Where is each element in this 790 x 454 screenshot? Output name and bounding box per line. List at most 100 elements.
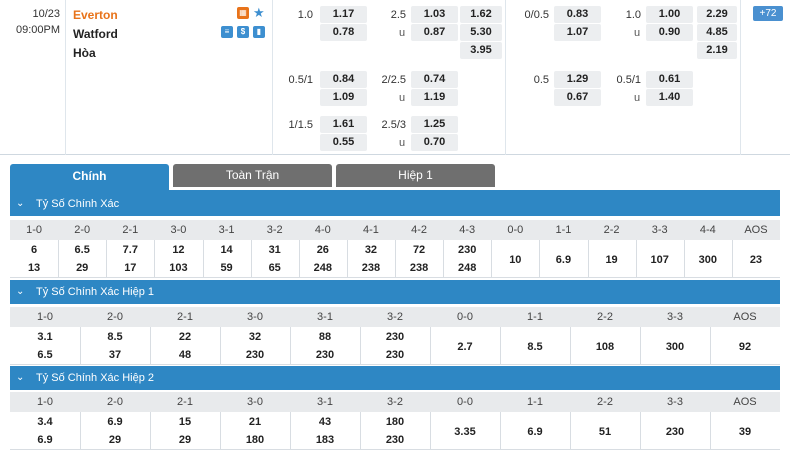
- score-odds-cell[interactable]: 8.5: [500, 328, 570, 366]
- odds-cell[interactable]: 1.03: [411, 6, 458, 23]
- score-odds-cell[interactable]: 39: [710, 413, 780, 451]
- score-odds-cell[interactable]: 3.35: [430, 413, 500, 451]
- score-odds-cell[interactable]: 22 48: [150, 328, 220, 364]
- odds-home[interactable]: 14: [220, 244, 233, 256]
- odds-home[interactable]: 3.35: [454, 426, 476, 438]
- odds-home[interactable]: 72: [412, 244, 426, 256]
- odds-away[interactable]: 238: [409, 262, 429, 274]
- odds-home[interactable]: 8.5: [107, 331, 123, 343]
- score-odds-cell[interactable]: 92: [710, 328, 780, 366]
- odds-cell[interactable]: 2.19: [697, 42, 737, 59]
- odds-away[interactable]: 29: [178, 434, 192, 446]
- odds-away[interactable]: 48: [178, 349, 192, 361]
- odds-away[interactable]: 29: [108, 434, 122, 446]
- odds-home[interactable]: 107: [650, 254, 669, 266]
- score-odds-cell[interactable]: 19: [588, 241, 636, 279]
- score-odds-cell[interactable]: 26 248: [299, 241, 347, 277]
- odds-cell[interactable]: 1.09: [320, 89, 367, 106]
- odds-home[interactable]: 230: [665, 426, 685, 438]
- odds-cell[interactable]: 1.61: [320, 116, 367, 133]
- dollar-icon[interactable]: $: [237, 26, 249, 38]
- odds-cell[interactable]: 5.30: [460, 24, 502, 41]
- odds-home[interactable]: 43: [318, 416, 332, 428]
- score-odds-cell[interactable]: 2.7: [430, 328, 500, 366]
- score-odds-cell[interactable]: 8.5 37: [80, 328, 150, 364]
- odds-away[interactable]: 65: [268, 262, 281, 274]
- score-odds-cell[interactable]: 21 180: [220, 413, 290, 449]
- score-odds-cell[interactable]: 230 248: [443, 241, 491, 277]
- tab-first-half[interactable]: Hiệp 1: [336, 164, 495, 187]
- odds-cell[interactable]: 0.70: [411, 134, 458, 151]
- odds-home[interactable]: 6: [31, 244, 38, 256]
- score-odds-cell[interactable]: 72 238: [395, 241, 443, 277]
- odds-home[interactable]: 108: [595, 341, 615, 353]
- odds-away[interactable]: 230: [385, 349, 405, 361]
- odds-cell[interactable]: 1.00: [646, 6, 693, 23]
- section-header-correct-score-h1[interactable]: ⌄ Tỷ Số Chính Xác Hiệp 1: [10, 280, 780, 304]
- odds-home[interactable]: 92: [738, 341, 752, 353]
- score-odds-cell[interactable]: 15 29: [150, 413, 220, 449]
- score-odds-cell[interactable]: 300: [684, 241, 732, 279]
- odds-home[interactable]: 6.9: [107, 416, 123, 428]
- odds-home[interactable]: 6.5: [74, 244, 90, 256]
- odds-away[interactable]: 59: [220, 262, 233, 274]
- odds-home[interactable]: 6.9: [527, 426, 543, 438]
- score-odds-cell[interactable]: 23: [732, 241, 780, 279]
- section-header-correct-score[interactable]: ⌄ Tỷ Số Chính Xác: [10, 192, 780, 216]
- odds-cell[interactable]: 1.17: [320, 6, 367, 23]
- score-odds-cell[interactable]: 230 230: [360, 328, 430, 364]
- score-odds-cell[interactable]: 230: [640, 413, 710, 451]
- odds-away[interactable]: 238: [361, 262, 381, 274]
- score-odds-cell[interactable]: 12 103: [154, 241, 202, 277]
- odds-cell[interactable]: 1.25: [411, 116, 458, 133]
- score-odds-cell[interactable]: 32 238: [347, 241, 395, 277]
- section-header-correct-score-h2[interactable]: ⌄ Tỷ Số Chính Xác Hiệp 2: [10, 366, 780, 390]
- odds-away[interactable]: 248: [458, 262, 477, 274]
- odds-away[interactable]: 230: [315, 349, 335, 361]
- odds-cell[interactable]: 1.29: [554, 71, 601, 88]
- odds-home[interactable]: 12: [172, 244, 185, 256]
- stats-icon[interactable]: ≡: [221, 26, 233, 38]
- odds-away[interactable]: 103: [169, 262, 188, 274]
- odds-away[interactable]: 248: [313, 262, 332, 274]
- odds-cell[interactable]: 0.90: [646, 24, 693, 41]
- odds-home[interactable]: 300: [698, 254, 717, 266]
- score-odds-cell[interactable]: 31 65: [251, 241, 299, 277]
- score-odds-cell[interactable]: 6.9 29: [80, 413, 150, 449]
- odds-home[interactable]: 3.4: [37, 416, 53, 428]
- score-odds-cell[interactable]: 107: [636, 241, 684, 279]
- odds-away[interactable]: 17: [124, 262, 137, 274]
- score-odds-cell[interactable]: 6 13: [10, 241, 58, 277]
- odds-cell[interactable]: 0.78: [320, 24, 367, 41]
- odds-home[interactable]: 230: [458, 244, 477, 256]
- odds-home[interactable]: 21: [248, 416, 262, 428]
- odds-cell[interactable]: 3.95: [460, 42, 502, 59]
- odds-home[interactable]: 3.1: [37, 331, 53, 343]
- tab-full-time[interactable]: Toàn Trận: [173, 164, 332, 187]
- odds-cell[interactable]: 1.07: [554, 24, 601, 41]
- odds-home[interactable]: 2.7: [457, 341, 473, 353]
- odds-home[interactable]: 32: [364, 244, 378, 256]
- odds-away[interactable]: 230: [385, 434, 405, 446]
- score-odds-cell[interactable]: 180 230: [360, 413, 430, 449]
- odds-home[interactable]: 7.7: [122, 244, 138, 256]
- odds-home[interactable]: 23: [749, 254, 763, 266]
- odds-cell[interactable]: 0.67: [554, 89, 601, 106]
- odds-home[interactable]: 230: [385, 331, 405, 343]
- score-odds-cell[interactable]: 300: [640, 328, 710, 366]
- odds-home[interactable]: 6.9: [555, 254, 572, 266]
- odds-home[interactable]: 39: [738, 426, 752, 438]
- odds-cell[interactable]: 1.40: [646, 89, 693, 106]
- odds-cell[interactable]: 4.85: [697, 24, 737, 41]
- odds-away[interactable]: 29: [76, 262, 89, 274]
- score-odds-cell[interactable]: 10: [491, 241, 539, 279]
- odds-home[interactable]: 10: [509, 254, 522, 266]
- odds-away[interactable]: 6.9: [37, 434, 53, 446]
- score-odds-cell[interactable]: 32 230: [220, 328, 290, 364]
- score-odds-cell[interactable]: 7.7 17: [106, 241, 154, 277]
- home-team[interactable]: Everton: [73, 8, 118, 22]
- score-odds-cell[interactable]: 3.1 6.5: [10, 328, 80, 364]
- odds-home[interactable]: 51: [598, 426, 612, 438]
- odds-away[interactable]: 230: [245, 349, 265, 361]
- odds-cell[interactable]: 2.29: [697, 6, 737, 23]
